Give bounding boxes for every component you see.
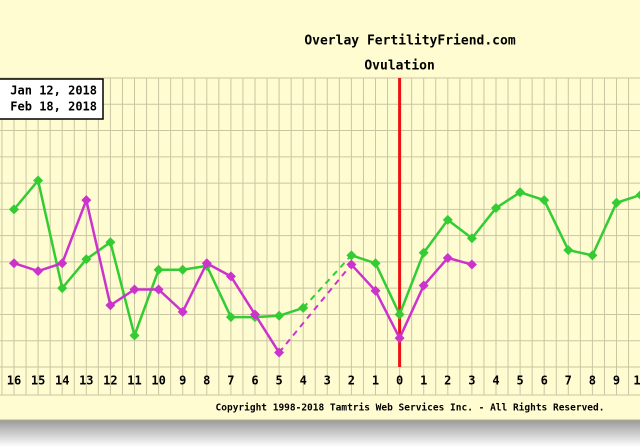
data-point (418, 247, 429, 258)
data-point (466, 233, 477, 244)
data-point (491, 203, 501, 214)
data-point (635, 190, 640, 200)
data-point (129, 284, 140, 295)
data-point (225, 312, 236, 323)
data-point (57, 258, 68, 269)
x-tick-label: 16 (7, 374, 21, 388)
data-point (539, 195, 550, 206)
data-point (515, 187, 526, 198)
x-tick-label: 5 (275, 374, 282, 388)
x-tick-label: 4 (300, 374, 307, 388)
data-point (81, 195, 92, 206)
data-point (563, 245, 574, 256)
x-tick-label: 8 (203, 374, 210, 388)
x-tick-label: 7 (565, 374, 572, 388)
series-line (13, 195, 473, 354)
x-tick-label: 9 (179, 374, 186, 388)
data-point (394, 333, 405, 344)
x-tick-label: 0 (396, 374, 403, 388)
data-point (129, 330, 140, 341)
x-tick-label: 3 (324, 374, 331, 388)
x-tick-label: 6 (541, 374, 548, 388)
data-point (33, 266, 44, 277)
x-tick-label: 1 (372, 374, 379, 388)
x-tick-label: 2 (348, 374, 355, 388)
x-tick-label: 14 (55, 374, 69, 388)
data-point (250, 309, 260, 320)
x-tick-label: 3 (468, 374, 475, 388)
data-point (346, 250, 357, 261)
legend-label: Feb 18, 2018 (10, 100, 97, 114)
data-point (33, 175, 44, 186)
data-point (298, 302, 309, 313)
x-tick-label: 13 (79, 374, 93, 388)
x-tick-label: 15 (31, 374, 45, 388)
data-point (442, 252, 453, 263)
x-tick-label: 10 (633, 374, 640, 388)
x-tick-label: 7 (227, 374, 234, 388)
data-point (9, 204, 19, 215)
x-tick-label: 12 (103, 374, 117, 388)
data-point (177, 264, 188, 275)
data-point (177, 306, 188, 317)
data-point (153, 264, 164, 275)
data-point (418, 280, 429, 291)
chart-background (0, 0, 640, 420)
shadow (0, 420, 640, 447)
data-point (346, 259, 357, 270)
copyright: Copyright 1998-2018 Tamtris Web Services… (216, 403, 605, 414)
data-point (466, 259, 477, 270)
x-tick-label: 9 (613, 374, 620, 388)
data-point (225, 271, 236, 282)
data-point (81, 254, 92, 265)
ovulation-label: Ovulation (364, 59, 434, 74)
data-point (9, 258, 19, 269)
data-point (201, 258, 212, 269)
data-point (274, 310, 285, 321)
chart-title: Overlay FertilityFriend.com (304, 34, 515, 49)
x-tick-label: 1 (420, 374, 427, 388)
gap-connector (302, 254, 353, 309)
gap-connector (278, 263, 353, 354)
x-tick-label: 11 (127, 374, 141, 388)
data-point (611, 197, 622, 208)
plot (9, 78, 640, 367)
legend-box (0, 78, 104, 120)
data-point (153, 284, 164, 295)
x-tick-label: 5 (516, 374, 523, 388)
data-point (587, 250, 598, 261)
data-point (370, 258, 381, 269)
x-tick-label: 10 (151, 374, 165, 388)
data-point (370, 285, 381, 296)
legend: Jan 12, 2018 Feb 18, 2018 (0, 78, 104, 120)
x-tick-label: 8 (589, 374, 596, 388)
x-tick-label: 4 (492, 374, 499, 388)
x-tick-label: 2 (444, 374, 451, 388)
data-point (105, 300, 116, 311)
data-point (57, 283, 68, 294)
data-point (442, 214, 453, 225)
data-point (394, 309, 405, 320)
x-tick-label: 6 (251, 374, 258, 388)
data-point (274, 347, 285, 358)
data-point (105, 237, 116, 248)
legend-label: Jan 12, 2018 (10, 84, 97, 98)
